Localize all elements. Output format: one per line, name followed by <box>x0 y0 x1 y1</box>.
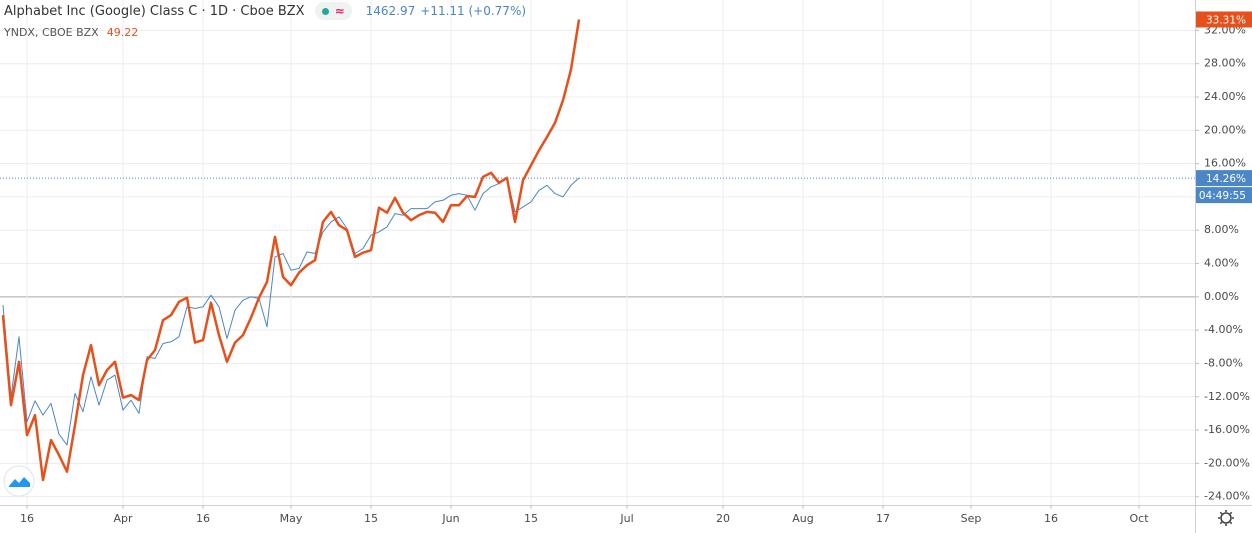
y-tick-label: -12.00% <box>1204 390 1250 403</box>
x-tick-label: Jul <box>619 512 633 525</box>
compare-name: YNDX, CBOE BZX <box>4 26 99 39</box>
y-tick-label: -8.00% <box>1204 356 1243 369</box>
x-tick-label: Sep <box>961 512 982 525</box>
lines <box>0 19 1195 482</box>
header: Alphabet Inc (Google) Class C 1D Cboe BZ… <box>4 2 526 20</box>
x-tick-label: Jun <box>441 512 459 525</box>
interval: 1D <box>197 4 228 19</box>
y-tick-label: 28.00% <box>1204 57 1246 70</box>
last-value-badge <box>1196 11 1252 28</box>
y-tick-label: 24.00% <box>1204 90 1246 103</box>
x-tick-label: Apr <box>113 512 133 525</box>
x-tick-label: 16 <box>20 512 34 525</box>
y-tick-label: 16.00% <box>1204 157 1246 170</box>
countdown-badge <box>1196 187 1252 204</box>
gear-teeth <box>1218 510 1234 526</box>
gear-icon[interactable] <box>1220 512 1232 524</box>
x-tick-label: 20 <box>716 512 730 525</box>
x-tick-label: 17 <box>876 512 890 525</box>
series-line <box>2 177 580 446</box>
settings-button[interactable] <box>1218 510 1234 526</box>
change: +11.11 (+0.77%) <box>420 4 527 18</box>
logo-icon <box>9 477 30 487</box>
x-tick-label: Oct <box>1129 512 1149 525</box>
countdown-label: 04:49:55 <box>1199 190 1246 202</box>
x-tick-label: 15 <box>364 512 378 525</box>
status-pill[interactable]: ≈ <box>314 2 352 20</box>
x-tick-label: May <box>280 512 303 525</box>
y-tick-label: 0.00% <box>1204 290 1239 303</box>
price-info: 1462.97 +11.11 (+0.77%) <box>366 4 526 18</box>
x-tick-label: 16 <box>1044 512 1058 525</box>
tradingview-logo[interactable] <box>3 465 35 497</box>
y-tick-label: 8.00% <box>1204 223 1239 236</box>
last-value-label: 33.31% <box>1206 14 1246 26</box>
price: 1462.97 <box>365 4 416 18</box>
compare-legend: YNDX, CBOE BZX 49.22 <box>4 26 138 39</box>
logo-circle[interactable] <box>3 465 35 497</box>
y-tick-label: -16.00% <box>1204 423 1250 436</box>
compare-value: 49.22 <box>106 26 139 39</box>
y-tick-label: -24.00% <box>1204 490 1250 503</box>
compare-icon: ≈ <box>334 4 345 18</box>
last-value-badge <box>1196 170 1252 187</box>
symbol-name: Alphabet Inc (Google) Class C <box>4 3 198 19</box>
last-value-label: 14.26% <box>1206 173 1246 185</box>
y-tick-label: 20.00% <box>1204 123 1246 136</box>
y-tick-label: -4.00% <box>1204 323 1243 336</box>
y-tick-label: -20.00% <box>1204 456 1250 469</box>
y-tick-label: 4.00% <box>1204 257 1239 270</box>
series-line <box>1 19 581 482</box>
x-tick-label: Aug <box>792 512 813 525</box>
exchange: Cboe BZX <box>228 4 304 19</box>
market-status <box>321 7 329 15</box>
grid <box>0 0 1195 505</box>
x-tick-label: 15 <box>524 512 538 525</box>
x-tick-label: 16 <box>196 512 210 525</box>
